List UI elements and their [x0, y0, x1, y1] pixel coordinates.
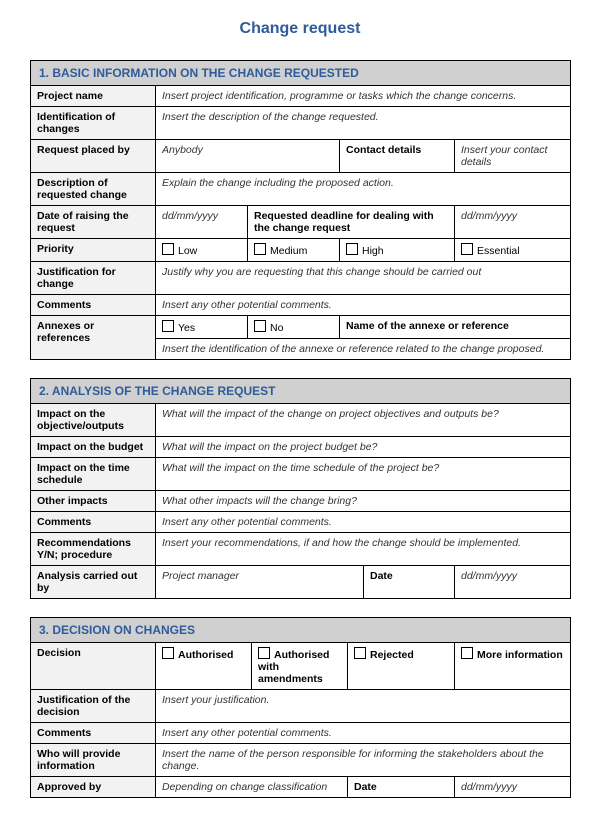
priority-essential-cell: Essential — [455, 239, 571, 262]
annex-no-label: No — [270, 322, 283, 334]
placed-by-value: Anybody — [156, 140, 340, 173]
section1-header: 1. BASIC INFORMATION ON THE CHANGE REQUE… — [31, 61, 571, 86]
decision-auth-cell: Authorised — [156, 643, 252, 690]
decision-more-cell: More information — [455, 643, 571, 690]
project-name-value: Insert project identification, programme… — [156, 86, 571, 107]
carried-value: Project manager — [156, 566, 364, 599]
priority-medium-label: Medium — [270, 245, 307, 257]
approved-value: Depending on change classification — [156, 777, 348, 798]
decision-auth-label: Authorised — [178, 649, 233, 661]
annex-yes-cell: Yes — [156, 316, 248, 339]
contact-value: Insert your contact details — [455, 140, 571, 173]
s2-comments-value: Insert any other potential comments. — [156, 512, 571, 533]
decision-auth-amend-checkbox[interactable] — [258, 647, 270, 659]
s3-date-label: Date — [348, 777, 455, 798]
justification-value: Justify why you are requesting that this… — [156, 262, 571, 295]
impact-obj-label: Impact on the objective/outputs — [31, 404, 156, 437]
s1-comments-value: Insert any other potential comments. — [156, 295, 571, 316]
contact-label: Contact details — [340, 140, 455, 173]
decision-auth-amend-cell: Authorised with amendments — [252, 643, 348, 690]
s3-justif-label: Justification of the decision — [31, 690, 156, 723]
priority-high-checkbox[interactable] — [346, 243, 358, 255]
section2-header: 2. ANALYSIS OF THE CHANGE REQUEST — [31, 379, 571, 404]
ident-label: Identification of changes — [31, 107, 156, 140]
s3-comments-value: Insert any other potential comments. — [156, 723, 571, 744]
desc-value: Explain the change including the propose… — [156, 173, 571, 206]
priority-label: Priority — [31, 239, 156, 262]
annex-label: Annexes or references — [31, 316, 156, 360]
page-title: Change request — [30, 20, 570, 38]
decision-auth-checkbox[interactable] — [162, 647, 174, 659]
annex-no-cell: No — [248, 316, 340, 339]
s3-justif-value: Insert your justification. — [156, 690, 571, 723]
impact-budget-label: Impact on the budget — [31, 437, 156, 458]
s3-comments-label: Comments — [31, 723, 156, 744]
project-name-label: Project name — [31, 86, 156, 107]
date-raise-label: Date of raising the request — [31, 206, 156, 239]
deadline-label: Requested deadline for dealing with the … — [248, 206, 455, 239]
priority-essential-label: Essential — [477, 245, 520, 257]
decision-label: Decision — [31, 643, 156, 690]
section3-header: 3. DECISION ON CHANGES — [31, 618, 571, 643]
placed-by-label: Request placed by — [31, 140, 156, 173]
justification-label: Justification for change — [31, 262, 156, 295]
impact-other-label: Other impacts — [31, 491, 156, 512]
section1-table: 1. BASIC INFORMATION ON THE CHANGE REQUE… — [30, 60, 571, 360]
desc-label: Description of requested change — [31, 173, 156, 206]
deadline-value: dd/mm/yyyy — [455, 206, 571, 239]
section2-table: 2. ANALYSIS OF THE CHANGE REQUEST Impact… — [30, 378, 571, 599]
rec-value: Insert your recommendations, if and how … — [156, 533, 571, 566]
impact-other-value: What other impacts will the change bring… — [156, 491, 571, 512]
annex-name-label: Name of the annexe or reference — [340, 316, 571, 339]
decision-rej-cell: Rejected — [348, 643, 455, 690]
decision-rej-checkbox[interactable] — [354, 647, 366, 659]
carried-label: Analysis carried out by — [31, 566, 156, 599]
decision-more-label: More information — [477, 649, 563, 661]
section3-table: 3. DECISION ON CHANGES Decision Authoris… — [30, 617, 571, 798]
who-label: Who will provide information — [31, 744, 156, 777]
rec-label: Recommendations Y/N; procedure — [31, 533, 156, 566]
decision-rej-label: Rejected — [370, 649, 414, 661]
approved-label: Approved by — [31, 777, 156, 798]
annex-no-checkbox[interactable] — [254, 320, 266, 332]
ident-value: Insert the description of the change req… — [156, 107, 571, 140]
date-raise-value: dd/mm/yyyy — [156, 206, 248, 239]
impact-budget-value: What will the impact on the project budg… — [156, 437, 571, 458]
impact-time-value: What will the impact on the time schedul… — [156, 458, 571, 491]
priority-medium-checkbox[interactable] — [254, 243, 266, 255]
s2-date-value: dd/mm/yyyy — [455, 566, 571, 599]
priority-high-cell: High — [340, 239, 455, 262]
annex-value: Insert the identification of the annexe … — [156, 339, 571, 360]
priority-low-checkbox[interactable] — [162, 243, 174, 255]
s2-comments-label: Comments — [31, 512, 156, 533]
s1-comments-label: Comments — [31, 295, 156, 316]
impact-time-label: Impact on the time schedule — [31, 458, 156, 491]
annex-yes-label: Yes — [178, 322, 195, 334]
priority-medium-cell: Medium — [248, 239, 340, 262]
decision-more-checkbox[interactable] — [461, 647, 473, 659]
s2-date-label: Date — [364, 566, 455, 599]
s3-date-value: dd/mm/yyyy — [455, 777, 571, 798]
impact-obj-value: What will the impact of the change on pr… — [156, 404, 571, 437]
priority-high-label: High — [362, 245, 384, 257]
priority-low-label: Low — [178, 245, 197, 257]
priority-low-cell: Low — [156, 239, 248, 262]
priority-essential-checkbox[interactable] — [461, 243, 473, 255]
who-value: Insert the name of the person responsibl… — [156, 744, 571, 777]
annex-yes-checkbox[interactable] — [162, 320, 174, 332]
